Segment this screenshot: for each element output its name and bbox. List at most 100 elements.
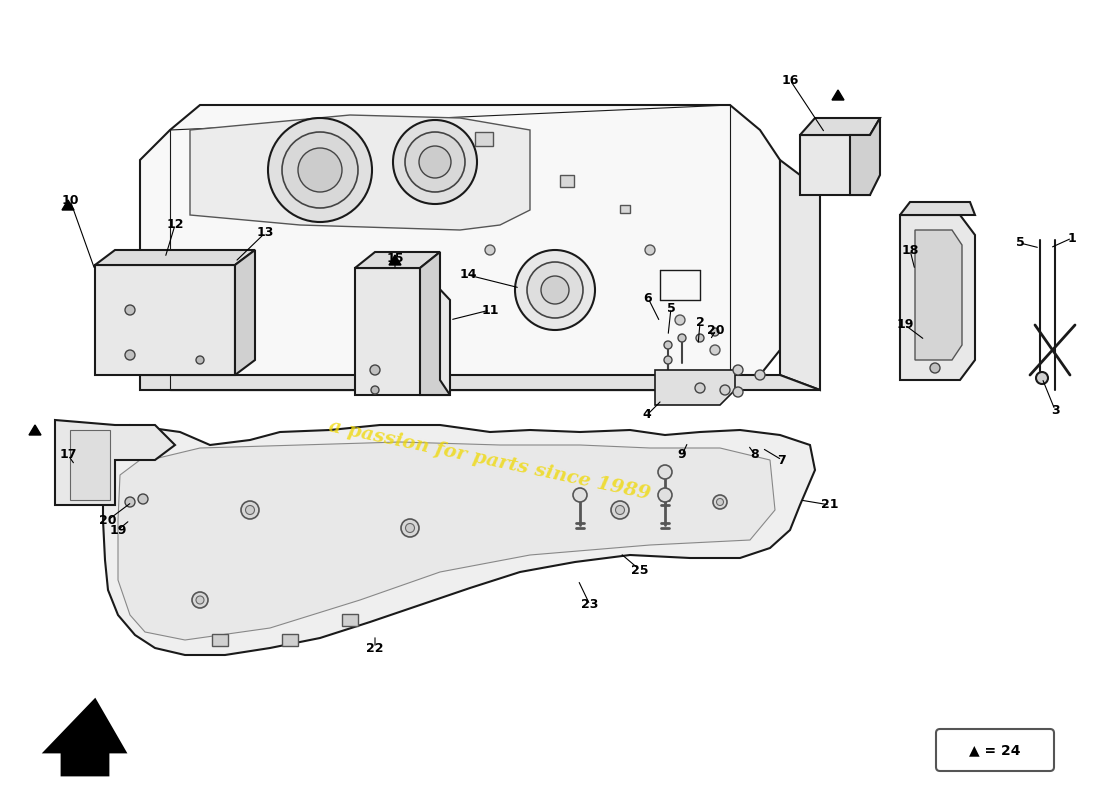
Circle shape <box>733 387 742 397</box>
Bar <box>620 205 630 213</box>
Text: 10: 10 <box>62 194 79 206</box>
Circle shape <box>527 262 583 318</box>
Circle shape <box>695 383 705 393</box>
Circle shape <box>610 501 629 519</box>
Polygon shape <box>915 230 962 360</box>
Text: 25: 25 <box>631 563 649 577</box>
Text: 13: 13 <box>256 226 274 239</box>
Circle shape <box>616 506 625 514</box>
Circle shape <box>658 465 672 479</box>
Polygon shape <box>832 90 844 100</box>
Text: 5: 5 <box>667 302 675 314</box>
Text: 9: 9 <box>678 449 686 462</box>
Circle shape <box>515 250 595 330</box>
Circle shape <box>405 132 465 192</box>
Text: ▲ = 24: ▲ = 24 <box>969 743 1021 757</box>
Polygon shape <box>95 265 235 375</box>
Text: 15: 15 <box>386 251 404 265</box>
Text: 18: 18 <box>901 243 918 257</box>
Circle shape <box>125 305 135 315</box>
FancyBboxPatch shape <box>936 729 1054 771</box>
Polygon shape <box>355 268 450 395</box>
Circle shape <box>138 494 148 504</box>
Text: 21: 21 <box>822 498 838 511</box>
Circle shape <box>658 488 672 502</box>
Polygon shape <box>850 118 880 195</box>
Text: 2: 2 <box>695 317 704 330</box>
Polygon shape <box>900 215 975 380</box>
Text: 8: 8 <box>750 449 759 462</box>
Polygon shape <box>140 350 820 390</box>
Circle shape <box>485 245 495 255</box>
Circle shape <box>393 120 477 204</box>
Circle shape <box>419 146 451 178</box>
Circle shape <box>245 506 254 514</box>
Circle shape <box>406 523 415 533</box>
Polygon shape <box>654 370 735 405</box>
Text: 14: 14 <box>460 269 476 282</box>
Polygon shape <box>900 202 975 215</box>
Circle shape <box>573 488 587 502</box>
Text: 19: 19 <box>109 523 126 537</box>
Polygon shape <box>190 115 530 230</box>
Text: a passion for parts since 1989: a passion for parts since 1989 <box>328 417 652 503</box>
Polygon shape <box>800 118 880 135</box>
Polygon shape <box>800 135 870 195</box>
Polygon shape <box>355 252 440 268</box>
Polygon shape <box>95 250 255 265</box>
Text: 22: 22 <box>366 642 384 654</box>
Circle shape <box>282 132 358 208</box>
Text: 3: 3 <box>1050 403 1059 417</box>
Circle shape <box>370 365 379 375</box>
Text: 19: 19 <box>896 318 914 331</box>
Text: 12: 12 <box>166 218 184 231</box>
Polygon shape <box>62 200 74 210</box>
Circle shape <box>696 334 704 342</box>
Circle shape <box>675 315 685 325</box>
Circle shape <box>720 385 730 395</box>
Circle shape <box>371 386 380 394</box>
Circle shape <box>645 245 654 255</box>
Circle shape <box>678 334 686 342</box>
Text: 5: 5 <box>1015 237 1024 250</box>
Bar <box>282 634 298 646</box>
Circle shape <box>711 328 719 336</box>
Polygon shape <box>389 255 402 265</box>
Circle shape <box>196 596 204 604</box>
Circle shape <box>930 363 940 373</box>
Circle shape <box>125 350 135 360</box>
Text: 11: 11 <box>482 303 498 317</box>
Circle shape <box>733 365 742 375</box>
Circle shape <box>196 356 204 364</box>
Text: 6: 6 <box>644 291 652 305</box>
Polygon shape <box>29 425 41 435</box>
Circle shape <box>541 276 569 304</box>
Text: 7: 7 <box>778 454 786 466</box>
Polygon shape <box>140 105 780 390</box>
Circle shape <box>713 495 727 509</box>
Circle shape <box>241 501 258 519</box>
Bar <box>212 634 228 646</box>
Polygon shape <box>235 250 255 375</box>
Circle shape <box>402 519 419 537</box>
Circle shape <box>268 118 372 222</box>
Bar <box>475 132 493 146</box>
Circle shape <box>716 498 724 506</box>
Circle shape <box>192 592 208 608</box>
Polygon shape <box>45 700 125 775</box>
Polygon shape <box>118 442 776 640</box>
Polygon shape <box>420 252 450 395</box>
Text: 16: 16 <box>781 74 799 86</box>
Polygon shape <box>55 420 175 505</box>
Circle shape <box>664 341 672 349</box>
Bar <box>342 614 358 626</box>
Text: 20: 20 <box>707 323 725 337</box>
Circle shape <box>1036 372 1048 384</box>
Text: 4: 4 <box>642 409 651 422</box>
Text: 23: 23 <box>581 598 598 611</box>
Circle shape <box>755 370 764 380</box>
Bar <box>560 175 574 187</box>
Text: 20: 20 <box>99 514 117 526</box>
Circle shape <box>298 148 342 192</box>
Circle shape <box>125 497 135 507</box>
